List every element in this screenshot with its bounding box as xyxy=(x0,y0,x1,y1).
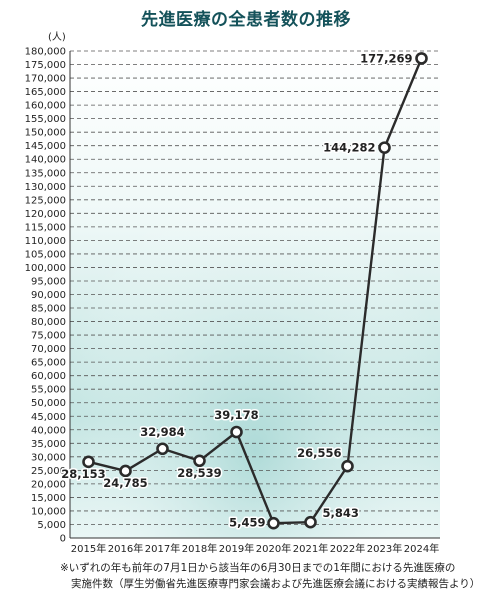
data-label-halo: 28,539 xyxy=(177,466,221,480)
data-point xyxy=(119,464,132,478)
data-labels: 28,15328,15324,78524,78532,98432,98428,5… xyxy=(60,50,414,531)
y-tick-label: 85,000 xyxy=(31,304,66,315)
y-tick-label: 145,000 xyxy=(25,141,66,152)
x-axis-ticks: 2015年 2016年 2017年 2018年 2019年 2020年 2021年 2022年… xyxy=(71,542,439,555)
gridlines xyxy=(69,50,440,539)
data-point xyxy=(341,459,354,473)
y-tick-label: 25,000 xyxy=(31,466,66,477)
data-label-halo: 177,269 xyxy=(360,51,412,65)
x-tick-label: 2022年 xyxy=(330,542,365,555)
y-tick-label: 155,000 xyxy=(25,114,66,125)
y-tick-label: 170,000 xyxy=(25,74,66,85)
data-point xyxy=(378,141,391,154)
data-label-halo: 5,843 xyxy=(323,506,359,520)
y-tick-label: 125,000 xyxy=(25,195,66,206)
data-label: 28,153 xyxy=(61,467,105,481)
data-label: 5,459 xyxy=(229,516,265,530)
y-tick-label: 90,000 xyxy=(31,290,66,301)
y-tick-label: 20,000 xyxy=(31,479,66,490)
y-tick-label: 45,000 xyxy=(31,412,66,423)
data-label-halo: 24,785 xyxy=(103,476,147,490)
y-tick-label: 0 xyxy=(60,534,66,545)
data-label-halo: 5,459 xyxy=(229,516,265,530)
y-tick-label: 175,000 xyxy=(25,60,66,71)
y-tick-label: 120,000 xyxy=(25,209,66,220)
y-tick-label: 5,000 xyxy=(37,520,66,531)
x-tick-label: 2017年 xyxy=(145,542,180,555)
series-line-layer xyxy=(82,52,428,530)
data-label-halo: 144,282 xyxy=(323,141,375,155)
y-tick-label: 55,000 xyxy=(31,385,66,396)
y-tick-label: 160,000 xyxy=(25,101,66,112)
chart-title: 先進医療の全患者数の推移 xyxy=(141,10,351,30)
y-tick-label: 80,000 xyxy=(31,317,66,328)
y-tick-label: 50,000 xyxy=(31,398,66,409)
data-label: 144,282 xyxy=(323,141,375,155)
y-tick-label: 135,000 xyxy=(25,168,66,179)
y-tick-label: 35,000 xyxy=(31,439,66,450)
footnote: ※いずれの年も前年の7月1日から該当年の6月30日までの1年間における先進医療の… xyxy=(60,560,490,592)
y-tick-label: 65,000 xyxy=(31,358,66,369)
y-tick-label: 100,000 xyxy=(25,263,66,274)
data-point xyxy=(267,516,280,530)
data-label-halo: 32,984 xyxy=(140,425,184,439)
y-tick-label: 140,000 xyxy=(25,155,66,166)
x-tick-label: 2019年 xyxy=(219,542,254,555)
y-tick-label: 75,000 xyxy=(31,331,66,342)
y-tick-label: 110,000 xyxy=(25,236,66,247)
x-tick-label: 2023年 xyxy=(367,542,402,555)
data-label: 28,539 xyxy=(177,466,221,480)
x-tick-label: 2015年 xyxy=(71,542,106,555)
y-tick-label: 115,000 xyxy=(25,222,66,233)
data-point xyxy=(156,442,169,456)
data-label-halo: 26,556 xyxy=(297,446,341,460)
data-point xyxy=(230,425,243,439)
data-label: 177,269 xyxy=(360,51,412,65)
data-label: 32,984 xyxy=(140,425,184,439)
y-tick-label: 180,000 xyxy=(25,47,66,58)
y-tick-label: 95,000 xyxy=(31,276,66,287)
x-tick-label: 2021年 xyxy=(293,542,328,555)
data-label-halo: 28,153 xyxy=(61,467,105,481)
footnote-line-1: ※いずれの年も前年の7月1日から該当年の6月30日までの1年間における先進医療の xyxy=(60,562,456,574)
y-tick-label: 105,000 xyxy=(25,249,66,260)
series-line xyxy=(88,57,423,525)
y-tick-label: 40,000 xyxy=(31,425,66,436)
y-tick-label: 130,000 xyxy=(25,182,66,193)
y-tick-label: 10,000 xyxy=(31,506,66,517)
y-tick-label: 70,000 xyxy=(31,344,66,355)
data-point xyxy=(193,454,206,468)
data-point xyxy=(304,515,317,529)
data-label: 39,178 xyxy=(214,408,258,422)
y-axis-ticks: 0 5,000 10,000 15,000 20,000 25,000 30,000 35,0… xyxy=(25,47,66,545)
x-tick-label: 2016年 xyxy=(108,542,143,555)
data-point xyxy=(415,52,428,65)
x-tick-label: 2018年 xyxy=(182,542,217,555)
y-tick-label: 30,000 xyxy=(31,452,66,463)
x-tick-label: 2020年 xyxy=(256,542,291,555)
y-axis-unit-label: (人) xyxy=(48,31,66,43)
data-label-halo: 39,178 xyxy=(214,408,258,422)
data-point xyxy=(82,455,95,469)
y-tick-label: 15,000 xyxy=(31,493,66,504)
data-label: 5,843 xyxy=(323,506,359,520)
x-tick-label: 2024年 xyxy=(404,542,439,555)
data-label: 26,556 xyxy=(297,446,341,460)
data-label: 24,785 xyxy=(103,476,147,490)
y-tick-label: 165,000 xyxy=(25,87,66,98)
y-tick-label: 150,000 xyxy=(25,128,66,139)
footnote-line-2: 実施件数（厚生労働省先進医療専門家会議および先進医療会議における実績報告より） xyxy=(71,578,481,590)
y-tick-label: 60,000 xyxy=(31,371,66,382)
